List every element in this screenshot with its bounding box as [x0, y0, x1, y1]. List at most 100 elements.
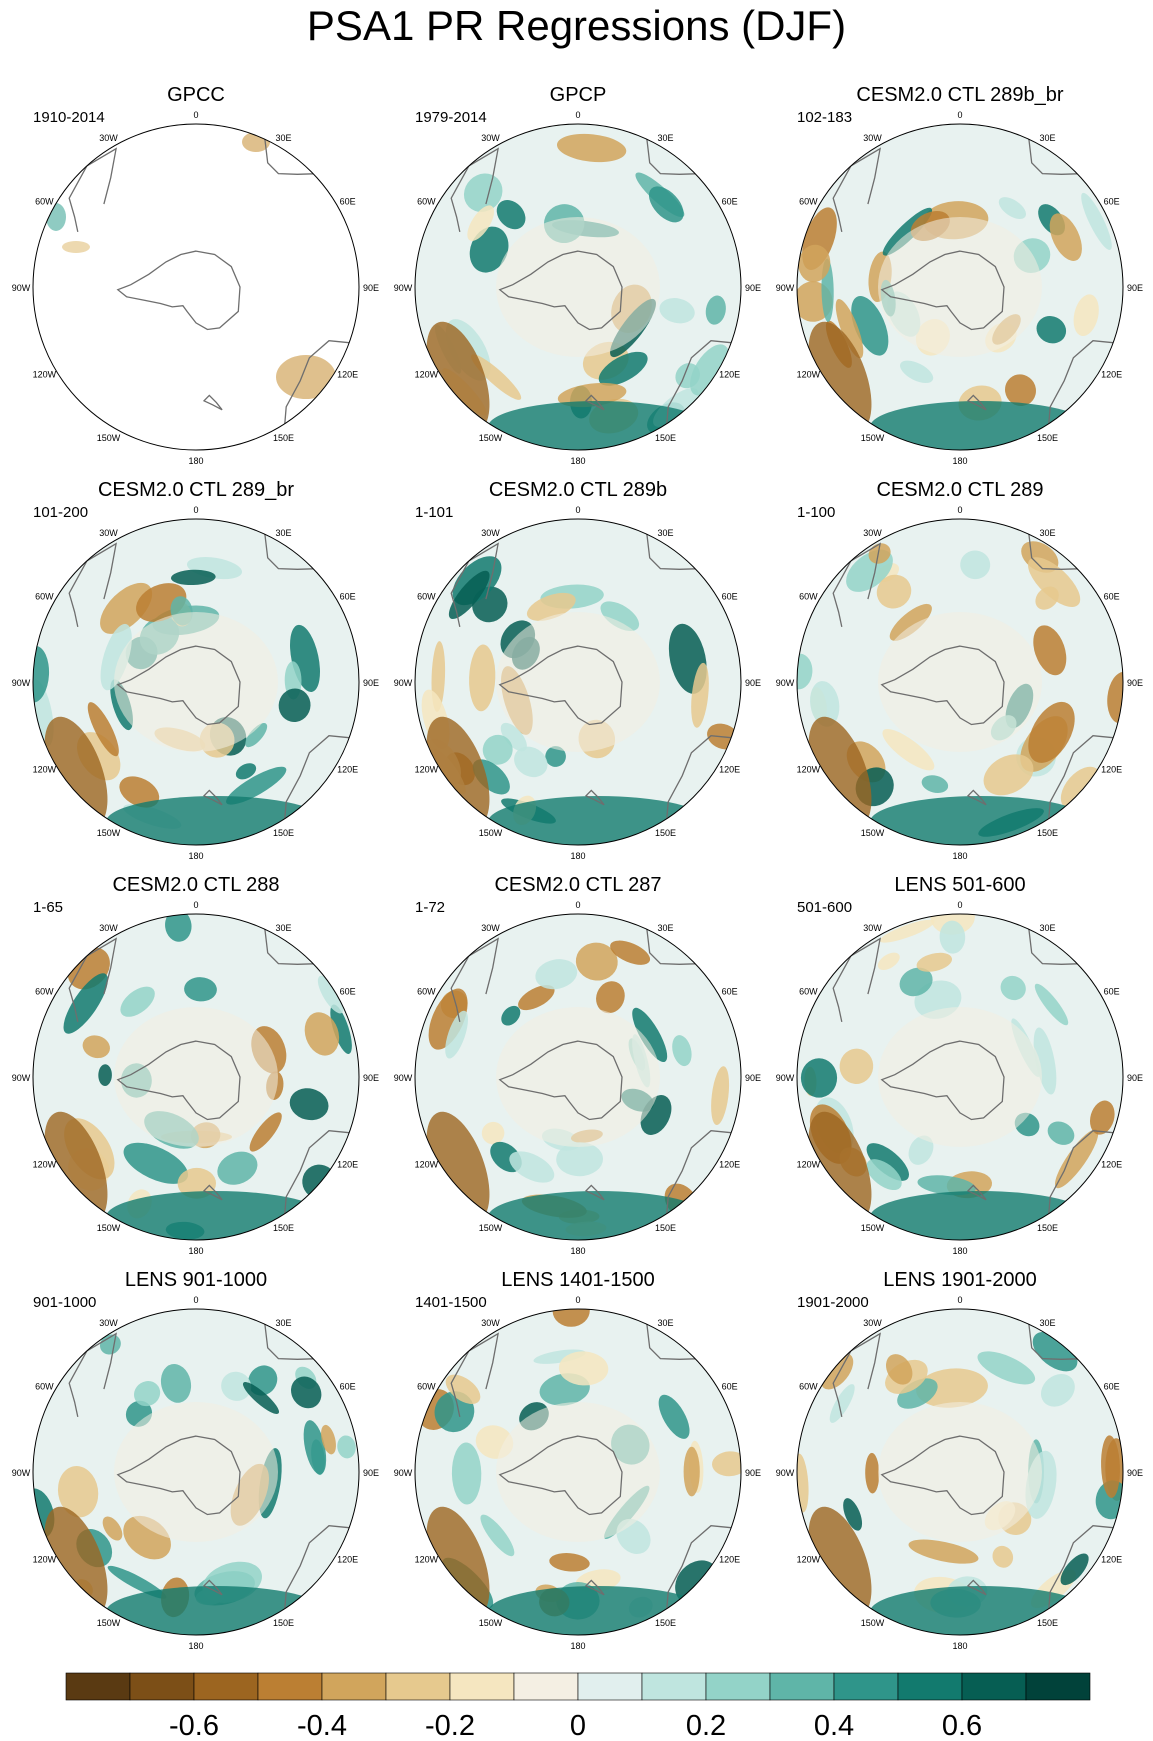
longitude-label: 120E [337, 1555, 358, 1565]
longitude-label: 150W [97, 433, 121, 443]
panel-years: 1901-2000 [797, 1294, 869, 1311]
longitude-label: 120E [337, 765, 358, 775]
antarctica-outline [116, 250, 241, 331]
longitude-label: 0 [957, 505, 962, 515]
africa-outline [1028, 1324, 1078, 1360]
longitude-label: 150W [479, 828, 503, 838]
longitude-label: 120W [415, 370, 439, 380]
longitude-label: 60E [1104, 1382, 1120, 1392]
longitude-label: 60W [799, 1382, 818, 1392]
longitude-label: 30W [863, 133, 882, 143]
panel-title: LENS 1401-1500 [501, 1269, 654, 1291]
colorbar-swatch [193, 1672, 259, 1701]
colorbar-tick-label: 0.2 [686, 1710, 726, 1741]
longitude-label: 90E [745, 678, 761, 688]
coastlines [450, 929, 732, 1214]
longitude-label: 0 [193, 900, 198, 910]
longitude-label: 120E [337, 1160, 358, 1170]
map-panel: CESM2.0 CTL 289 1-100 0 30E 60E 90E 120E 150E 18… [776, 479, 1143, 861]
regression-field [33, 914, 359, 1240]
longitude-label: 60W [417, 1382, 436, 1392]
africa-outline [646, 929, 696, 965]
longitude-label: 150E [273, 433, 294, 443]
australia-outline [284, 340, 350, 424]
colorbar-swatch [257, 1672, 323, 1701]
longitude-label: 60E [722, 987, 738, 997]
longitude-label: 30W [481, 923, 500, 933]
longitude-label: 90W [12, 283, 31, 293]
panel-title: CESM2.0 CTL 289_br [98, 479, 294, 501]
panel-years: 102-183 [797, 109, 852, 126]
longitude-label: 150W [861, 1618, 885, 1628]
colorbar-swatch [321, 1672, 387, 1701]
new-zealand-outline [202, 789, 223, 806]
longitude-label: 90E [363, 1468, 379, 1478]
longitude-label: 0 [575, 505, 580, 515]
longitude-label: 60E [722, 1382, 738, 1392]
longitude-label: 0 [957, 900, 962, 910]
longitude-label: 150E [1037, 1223, 1058, 1233]
map-panel: CESM2.0 CTL 289b 1-101 0 30E 60E 90E 120E 150E 1… [394, 479, 761, 861]
longitude-label: 120E [719, 1555, 740, 1565]
longitude-label: 150E [1037, 1618, 1058, 1628]
longitude-label: 60W [35, 197, 54, 207]
longitude-label: 60E [1104, 592, 1120, 602]
longitude-label: 90E [363, 678, 379, 688]
africa-outline [646, 534, 696, 570]
regression-field [33, 519, 359, 845]
colorbar-swatch [769, 1672, 835, 1701]
longitude-label: 30W [481, 1318, 500, 1328]
longitude-label: 120E [1101, 1160, 1122, 1170]
panel-title: LENS 501-600 [894, 874, 1025, 896]
panel-years: 1979-2014 [415, 109, 487, 126]
longitude-label: 120W [797, 370, 821, 380]
longitude-label: 60W [417, 592, 436, 602]
longitude-label: 90W [12, 1073, 31, 1083]
panel-years: 501-600 [797, 899, 852, 916]
map-border [414, 518, 742, 846]
longitude-label: 60W [417, 987, 436, 997]
longitude-label: 90W [394, 1073, 413, 1083]
africa-outline [264, 1324, 314, 1360]
longitude-label: 90W [394, 1468, 413, 1478]
longitude-label: 90W [12, 1468, 31, 1478]
longitude-label: 60W [417, 197, 436, 207]
longitude-label: 180 [952, 1641, 967, 1651]
longitude-label: 180 [188, 1246, 203, 1256]
antarctica-outline [498, 250, 623, 331]
longitude-label: 60W [35, 592, 54, 602]
longitude-label: 120W [415, 1555, 439, 1565]
antarctica-outline [498, 1040, 623, 1121]
longitude-label: 120E [337, 370, 358, 380]
new-zealand-outline [584, 1184, 605, 1201]
longitude-label: 120E [1101, 370, 1122, 380]
map-panel: CESM2.0 CTL 287 1-72 0 30E 60E 90E 120E 150E 180… [394, 874, 761, 1256]
australia-outline [666, 1525, 732, 1609]
coastlines [832, 929, 1114, 1214]
colorbar-swatch [961, 1672, 1027, 1701]
longitude-label: 30E [1039, 1318, 1055, 1328]
longitude-label: 30E [275, 528, 291, 538]
longitude-label: 90W [776, 1468, 795, 1478]
longitude-label: 0 [193, 110, 198, 120]
longitude-label: 30W [481, 528, 500, 538]
panel-years: 1-65 [33, 899, 63, 916]
australia-outline [284, 735, 350, 819]
panel-title: GPCP [550, 84, 607, 106]
australia-outline [666, 340, 732, 424]
longitude-label: 150E [273, 828, 294, 838]
panel-years: 1-72 [415, 899, 445, 916]
longitude-label: 30W [481, 133, 500, 143]
antarctica-outline [116, 645, 241, 726]
panel-title: CESM2.0 CTL 288 [112, 874, 279, 896]
australia-outline [666, 1130, 732, 1214]
longitude-label: 60W [35, 1382, 54, 1392]
longitude-label: 0 [575, 1295, 580, 1305]
longitude-label: 30W [99, 1318, 118, 1328]
antarctica-outline [880, 1435, 1005, 1516]
longitude-label: 60W [35, 987, 54, 997]
longitude-label: 30E [1039, 528, 1055, 538]
longitude-label: 90E [1127, 1468, 1143, 1478]
figure-title: PSA1 PR Regressions (DJF) [306, 2, 847, 49]
